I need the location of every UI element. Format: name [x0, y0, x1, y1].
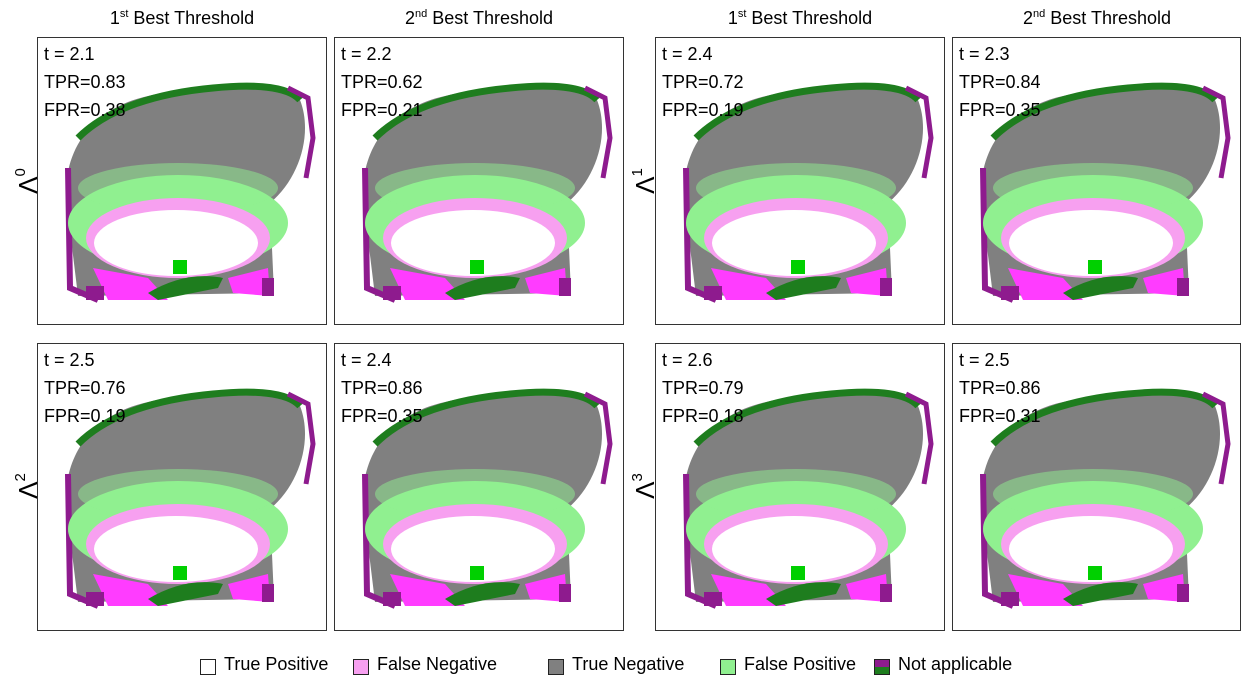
row-superscript: 1	[629, 168, 646, 177]
threshold-text: t = 2.3	[959, 44, 1010, 64]
legend-swatch	[200, 659, 216, 675]
ordinal-suffix: st	[737, 8, 747, 20]
fpr-text: FPR=0.19	[44, 406, 126, 426]
tpr-text: TPR=0.84	[959, 72, 1041, 92]
fpr-text: FPR=0.21	[341, 100, 423, 120]
ordinal-number: 2	[1022, 8, 1033, 28]
legend-label: False Negative	[377, 654, 498, 674]
row-superscript: 0	[12, 168, 29, 177]
column-header: 1st Best Threshold	[655, 8, 945, 29]
tpr-text: TPR=0.86	[341, 378, 423, 398]
tpr-text: TPR=0.72	[662, 72, 744, 92]
tpr-text: TPR=0.83	[44, 72, 126, 92]
tpr-text: TPR=0.86	[959, 378, 1041, 398]
column-header: 2nd Best Threshold	[334, 8, 624, 29]
legend-swatch	[353, 659, 369, 675]
fpr-text: FPR=0.31	[959, 406, 1041, 426]
ordinal-number: 2	[404, 8, 415, 28]
legend-label: True Negative	[572, 654, 685, 674]
ordinal-suffix: st	[119, 8, 129, 20]
header-text: Best Threshold	[133, 8, 255, 28]
threshold-text: t = 2.4	[662, 44, 713, 64]
fpr-text: FPR=0.38	[44, 100, 126, 120]
threshold-text: t = 2.1	[44, 44, 95, 64]
ordinal-number: 1	[727, 8, 738, 28]
ordinal-suffix: nd	[415, 8, 428, 20]
panel: t = 2.5 TPR=0.76 FPR=0.19	[37, 343, 327, 631]
tpr-text: TPR=0.79	[662, 378, 744, 398]
ordinal-number: 1	[109, 8, 120, 28]
tpr-text: TPR=0.76	[44, 378, 126, 398]
threshold-text: t = 2.6	[662, 350, 713, 370]
panel: t = 2.5 TPR=0.86 FPR=0.31	[952, 343, 1241, 631]
legend-swatch	[874, 659, 890, 675]
header-text: Best Threshold	[751, 8, 873, 28]
panel: t = 2.4 TPR=0.86 FPR=0.35	[334, 343, 624, 631]
panel: t = 2.2 TPR=0.62 FPR=0.21	[334, 37, 624, 325]
legend-label: Not applicable	[898, 654, 1013, 674]
threshold-text: t = 2.2	[341, 44, 392, 64]
legend-swatch	[720, 659, 736, 675]
threshold-text: t = 2.5	[959, 350, 1010, 370]
header-text: Best Threshold	[432, 8, 553, 28]
column-header: 2nd Best Threshold	[952, 8, 1241, 29]
row-superscript: 2	[12, 473, 29, 482]
fpr-text: FPR=0.18	[662, 406, 744, 426]
fpr-text: FPR=0.35	[341, 406, 423, 426]
panel: t = 2.3 TPR=0.84 FPR=0.35	[952, 37, 1241, 325]
row-superscript: 3	[629, 473, 646, 482]
fpr-text: FPR=0.19	[662, 100, 744, 120]
legend-label: True Positive	[224, 654, 329, 674]
tpr-text: TPR=0.62	[341, 72, 423, 92]
panel: t = 2.6 TPR=0.79 FPR=0.18	[655, 343, 945, 631]
legend-swatch	[548, 659, 564, 675]
column-header: 1st Best Threshold	[37, 8, 327, 29]
header-text: Best Threshold	[1050, 8, 1171, 28]
ordinal-suffix: nd	[1033, 8, 1046, 20]
threshold-text: t = 2.4	[341, 350, 392, 370]
fpr-text: FPR=0.35	[959, 100, 1041, 120]
legend-label: False Positive	[744, 654, 857, 674]
panel: t = 2.1 TPR=0.83 FPR=0.38	[37, 37, 327, 325]
panel: t = 2.4 TPR=0.72 FPR=0.19	[655, 37, 945, 325]
threshold-text: t = 2.5	[44, 350, 95, 370]
